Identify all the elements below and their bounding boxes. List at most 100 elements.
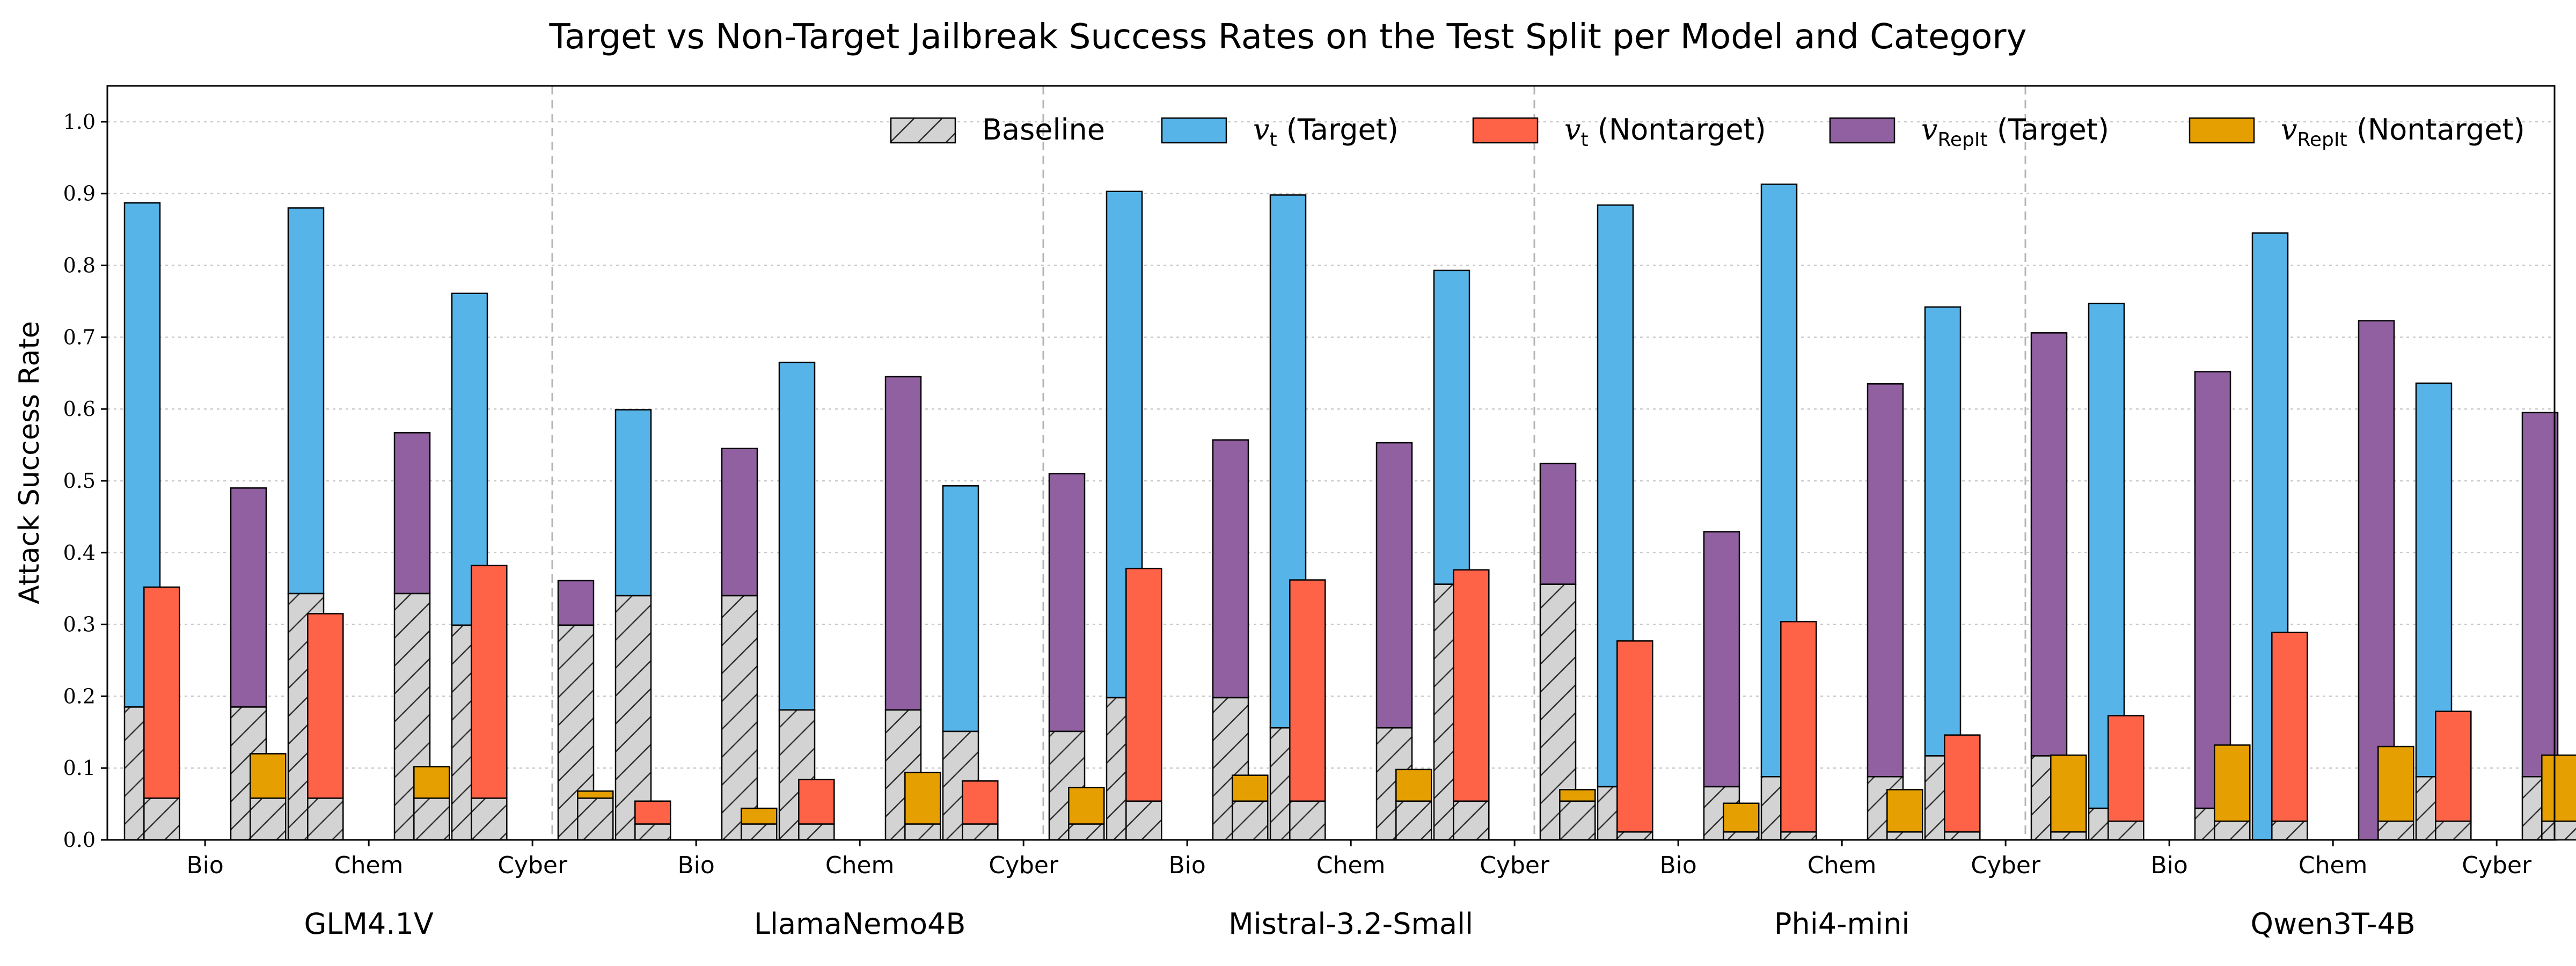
bar-vt-nontarget (143, 586, 180, 799)
bar-vt-target (287, 207, 325, 595)
bar-repit-nontarget (1395, 769, 1432, 802)
bar-vt-nontarget (1616, 640, 1653, 833)
bar-repit-nontarget (1232, 774, 1269, 802)
y-tick-label: 0.9 (63, 182, 96, 206)
bar-repit-nontarget-baseline (577, 797, 614, 841)
bar-repit-nontarget (2377, 745, 2414, 822)
bar-group-Phi4-mini-Cyber (1924, 306, 2087, 841)
bar-repit-nontarget (904, 771, 941, 825)
bar-repit-nontarget (413, 766, 450, 799)
bar-vt-nontarget-baseline (2435, 820, 2472, 841)
category-label: Chem (825, 852, 895, 879)
bar-group-Phi4-mini-Chem (1760, 184, 1923, 841)
legend-swatch (2189, 117, 2255, 144)
bar-vt-nontarget (1944, 734, 1981, 833)
bar-repit-nontarget-baseline (2214, 820, 2251, 841)
bar-repit-nontarget (250, 753, 287, 799)
category-label: Bio (1168, 852, 1205, 879)
category-label: Chem (1807, 852, 1877, 879)
bar-vt-nontarget-baseline (307, 797, 344, 841)
bar-vt-nontarget-baseline (1780, 831, 1817, 841)
bar-repit-target-baseline (721, 595, 758, 841)
bar-vt-nontarget (634, 800, 671, 825)
bar-vt-target (778, 361, 816, 711)
bar-repit-target (2521, 412, 2559, 778)
model-label: Phi4-mini (1774, 907, 1909, 941)
model-label: LlamaNemo4B (754, 907, 966, 941)
bar-vt-target-baseline (614, 595, 652, 841)
legend-item-vt_nontarget: vt (Nontarget) (1472, 113, 1766, 151)
bar-repit-target (1375, 442, 1413, 729)
bar-vt-nontarget (2271, 632, 2308, 822)
bar-vt-target (942, 485, 979, 733)
bar-repit-target (1048, 473, 1086, 733)
bar-vt-nontarget-baseline (634, 823, 671, 841)
model-label: Qwen3T-4B (2250, 907, 2415, 941)
model-separators (551, 86, 2026, 840)
bar-repit-nontarget-baseline (1723, 831, 1760, 841)
bar-group-LlamaNemo4B-Cyber (942, 473, 1105, 841)
bar-vt-nontarget-baseline (2107, 820, 2145, 841)
legend-swatch (1829, 117, 1896, 144)
bar-vt-nontarget-baseline (1944, 831, 1981, 841)
bar-vt-nontarget (1780, 620, 1817, 833)
y-tick-label: 0.4 (63, 541, 96, 565)
y-tick-label: 0.0 (63, 828, 96, 852)
legend-label: vRepIt (Nontarget) (2281, 113, 2525, 151)
legend-label: vt (Nontarget) (1564, 113, 1766, 151)
bar-repit-nontarget (1886, 789, 1923, 833)
bar-repit-target (230, 487, 267, 708)
bar-vt-target (614, 409, 652, 597)
legend-label: Baseline (982, 113, 1105, 147)
bar-repit-target (1212, 439, 1249, 699)
bar-repit-nontarget (1068, 787, 1105, 825)
bar-vt-nontarget-baseline (143, 797, 180, 841)
legend-swatch (1161, 117, 1227, 144)
y-tick-label: 1.0 (63, 110, 96, 134)
bar-group-GLM4.1V-Bio (123, 202, 287, 841)
bar-repit-target (393, 432, 431, 595)
model-label: Mistral-3.2-Small (1228, 907, 1473, 941)
bar-repit-target (1867, 383, 1904, 778)
bar-vt-nontarget (1453, 569, 1490, 802)
bar-repit-nontarget-baseline (1395, 800, 1432, 841)
bar-group-LlamaNemo4B-Chem (778, 361, 941, 841)
model-label: GLM4.1V (304, 907, 433, 941)
category-label: Chem (2299, 852, 2368, 879)
bar-vt-nontarget (471, 565, 508, 799)
chart-title: Target vs Non-Target Jailbreak Success R… (549, 17, 2027, 57)
bar-vt-nontarget (1289, 579, 1326, 802)
bar-repit-nontarget (741, 807, 778, 825)
bar-group-GLM4.1V-Cyber (451, 292, 614, 841)
legend-item-vrep_nontarget: vRepIt (Nontarget) (2189, 113, 2525, 151)
bar-vt-target (1924, 306, 1962, 757)
bar-repit-nontarget-baseline (2541, 820, 2576, 841)
bar-group-Qwen3T-4B-Cyber (2415, 382, 2576, 841)
category-label: Bio (186, 852, 223, 879)
bar-repit-target (557, 580, 595, 626)
bar-group-Mistral-3.2-Small-Cyber (1433, 269, 1596, 841)
category-label: Cyber (989, 852, 1059, 879)
bar-group-Qwen3T-4B-Chem (2251, 232, 2414, 841)
bar-repit-nontarget-baseline (2377, 820, 2414, 841)
y-tick-label: 0.3 (63, 613, 96, 636)
bar-group-Qwen3T-4B-Bio (2088, 303, 2251, 841)
bar-repit-target (884, 376, 922, 711)
gridlines (107, 121, 2555, 769)
legend-item-baseline: Baseline (890, 113, 1105, 147)
bar-vt-nontarget (962, 780, 999, 825)
x-axis-labels: Bio Chem Cyber GLM4.1V Bio Chem Cyber LlamaNemo… (186, 840, 2532, 941)
legend-item-vt_target: vt (Target) (1161, 113, 1399, 151)
bar-repit-target (1703, 531, 1740, 788)
bar-vt-target (1433, 269, 1470, 585)
bar-group-Phi4-mini-Bio (1597, 204, 1760, 841)
bar-vt-nontarget (2107, 715, 2145, 822)
legend: Baseline vt (Target) vt (Nontarget) vRepIt … (890, 113, 2525, 151)
category-label: Cyber (2462, 852, 2532, 879)
bars (123, 184, 2576, 841)
bar-repit-nontarget-baseline (413, 797, 450, 841)
y-tick-label: 0.6 (63, 397, 96, 421)
category-label: Chem (1316, 852, 1386, 879)
bar-repit-target (2030, 332, 2068, 757)
